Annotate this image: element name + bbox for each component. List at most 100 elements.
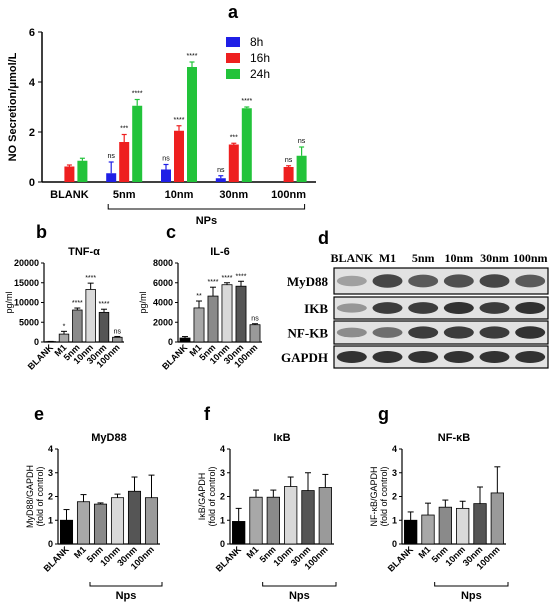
- y-tick-label-f: 2: [220, 492, 225, 502]
- group-bracket-e: [89, 582, 163, 587]
- blot-band: [372, 302, 403, 314]
- bar-c: [179, 337, 191, 343]
- blot-row-label: IKB: [304, 301, 328, 316]
- y-axis-label-b: pg/ml: [4, 291, 14, 313]
- y-tick-label-e: 2: [48, 492, 53, 502]
- y-tick-label-f: 0: [220, 539, 225, 549]
- bar-f: [284, 486, 298, 545]
- legend-label-a: 16h: [250, 51, 270, 65]
- y-tick-label-a: 6: [29, 27, 35, 39]
- y-tick-label-f: 4: [220, 444, 225, 454]
- blot-lane-label: 10nm: [444, 251, 473, 265]
- x-tick-label-b: BLANK: [26, 342, 56, 372]
- bar-b: [98, 311, 110, 343]
- y-tick-label-c: 4000: [153, 298, 173, 308]
- x-tick-label-a: 100nm: [271, 189, 306, 201]
- significance-b: ****: [99, 301, 110, 308]
- y-tick-label-a: 2: [29, 127, 35, 139]
- y-tick-label-e: 1: [48, 515, 53, 525]
- bar-c: [207, 295, 219, 343]
- chart-title-b: TNF-α: [68, 246, 100, 258]
- significance-b: ns: [114, 328, 122, 335]
- chart-e: 0 1 2 3 4 MyD88 MyD88/GAPDH (fold of control) BL…: [25, 432, 163, 602]
- blot-band: [408, 274, 439, 288]
- y-tick-label-b: 5000: [19, 317, 39, 327]
- bar-a: [106, 173, 117, 182]
- blot-band: [336, 275, 367, 287]
- group-bracket-a: [107, 204, 306, 210]
- y-tick-label-b: 15000: [14, 278, 39, 288]
- significance-a: ****: [241, 98, 252, 105]
- legend-swatch-a: [226, 69, 240, 79]
- y-tick-label-g: 2: [392, 492, 397, 502]
- blot-strip: [333, 267, 549, 295]
- bar-a: [132, 105, 143, 182]
- x-tick-label-c: BLANK: [160, 342, 190, 372]
- bar-a: [241, 108, 252, 182]
- legend-label-a: 24h: [250, 67, 270, 81]
- blot-row-label: MyD88: [287, 274, 329, 289]
- bar-f: [249, 496, 263, 545]
- panel-label-d: d: [318, 228, 329, 248]
- significance-b: ****: [85, 275, 96, 282]
- bar-a: [64, 166, 75, 182]
- x-tick-label-f: BLANK: [214, 544, 244, 574]
- y-tick-label-b: 10000: [14, 298, 39, 308]
- significance-a: ****: [174, 117, 185, 124]
- blot-band: [479, 326, 510, 339]
- blot-band: [336, 350, 367, 364]
- bar-a: [119, 142, 130, 182]
- y-tick-label-c: 0: [168, 337, 173, 347]
- blot-band: [515, 326, 546, 339]
- panel-label-b: b: [36, 222, 47, 242]
- blot-band: [479, 274, 510, 288]
- significance-a: ****: [187, 53, 198, 60]
- bar-g: [490, 492, 504, 545]
- x-tick-label-a: 30nm: [219, 189, 248, 201]
- bar-a: [77, 160, 88, 182]
- bar-f: [318, 487, 332, 545]
- blot-band: [408, 350, 439, 364]
- chart-c: 02000400060008000IL-6pg/mlBLANK**M1****5…: [138, 246, 262, 372]
- chart-g: 0 1 2 3 4 NF-κB NF-κB/GAPDH (fold of control) BL…: [369, 432, 509, 602]
- panel-label-a: a: [228, 2, 239, 22]
- bar-g: [421, 514, 435, 545]
- significance-b: ****: [72, 300, 83, 307]
- bar-g: [404, 519, 418, 545]
- bar-a: [296, 155, 307, 182]
- group-label-a: NPs: [196, 215, 217, 227]
- bar-b: [58, 333, 70, 343]
- blot-band: [443, 301, 474, 315]
- bar-a: [215, 178, 226, 182]
- y-tick-label-f: 1: [220, 515, 225, 525]
- group-label-g: Nps: [461, 590, 482, 602]
- y-axis-label2-g: (fold of control): [379, 466, 389, 526]
- y-axis-label-a: NO Secretion/μmol/L: [7, 52, 19, 161]
- y-tick-label-e: 3: [48, 468, 53, 478]
- y-tick-label-b: 0: [34, 337, 39, 347]
- bar-f: [232, 521, 246, 545]
- significance-a: ns: [107, 153, 115, 160]
- significance-c: ****: [208, 279, 219, 286]
- blot-band: [515, 350, 546, 364]
- x-tick-label-e: BLANK: [42, 544, 72, 574]
- bar-f: [301, 490, 315, 545]
- x-tick-label-a: 10nm: [165, 189, 194, 201]
- group-label-f: Nps: [289, 590, 310, 602]
- significance-a: ***: [230, 134, 238, 141]
- panel-label-e: e: [34, 404, 44, 424]
- y-tick-label-g: 0: [392, 539, 397, 549]
- blot-band: [336, 303, 367, 313]
- blot-band: [408, 326, 439, 339]
- blot-band: [408, 302, 439, 314]
- significance-c: ****: [222, 275, 233, 282]
- blot-band: [443, 326, 474, 339]
- y-tick-label-e: 4: [48, 444, 53, 454]
- bar-b: [85, 289, 96, 343]
- blot-lane-label: M1: [379, 251, 396, 265]
- blot-band: [372, 274, 403, 288]
- group-bracket-g: [434, 582, 509, 587]
